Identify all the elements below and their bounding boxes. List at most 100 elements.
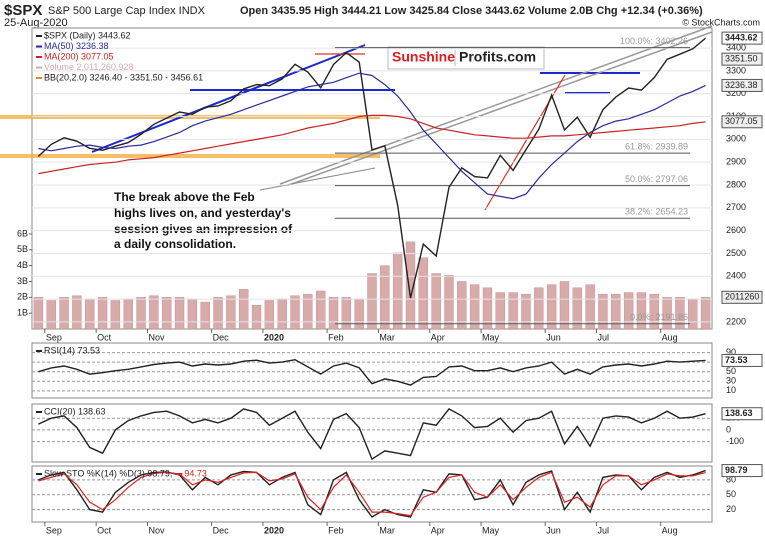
volume-bar <box>431 273 441 330</box>
y-tick-label: 2800 <box>726 179 746 189</box>
x-tick-label: Sep <box>46 525 62 535</box>
volume-bar <box>187 298 198 330</box>
value-tag <box>721 353 763 367</box>
volume-bar <box>72 295 82 330</box>
volume-bar <box>123 298 133 330</box>
volume-bar <box>162 297 172 330</box>
y-tick-label: 10 <box>726 385 736 395</box>
volume-bar <box>534 287 544 330</box>
value-tag-label: 3077.05 <box>725 116 758 126</box>
x-tick-label: May <box>482 332 500 342</box>
volume-bar <box>59 297 69 330</box>
quote: Open 3435.95 High 3444.21 Low 3425.84 Cl… <box>240 5 703 17</box>
value-tag <box>721 52 763 66</box>
y-tick-label: 50 <box>726 366 736 376</box>
y-tick-label: 0 <box>726 424 731 434</box>
volume-bar <box>290 295 300 330</box>
x-tick-label: Sep <box>46 332 62 342</box>
volume-bar <box>611 293 621 330</box>
y-tick-label: 50 <box>726 489 736 499</box>
index-name: S&P 500 Large Cap Index INDX <box>48 5 206 17</box>
x-tick-label: Nov <box>148 525 165 535</box>
volume-bar <box>649 293 659 330</box>
x-tick-label: Oct <box>97 525 112 535</box>
volume-bar <box>585 284 595 330</box>
volume-bar <box>328 297 339 330</box>
series-line <box>38 114 706 175</box>
volume-bar <box>303 293 313 330</box>
source: © StockCharts.com <box>682 17 760 27</box>
volume-tag-label: 2011260 <box>725 292 759 302</box>
legend-label: BB(20,2.0) 3246.40 - 3351.50 - 3456.61 <box>44 72 203 82</box>
x-tick-label: 2020 <box>264 332 284 342</box>
volume-tag <box>721 290 763 304</box>
value-tag-label: 3351.50 <box>725 54 758 64</box>
y-tick-label: 20 <box>726 504 736 514</box>
volume-bar <box>239 289 249 330</box>
value-tag-label: 73.53 <box>725 355 748 365</box>
series-line <box>38 408 706 461</box>
volume-bar <box>277 298 287 330</box>
symbol: $SPX <box>4 2 42 19</box>
y2-tick-label: 6B <box>17 228 28 238</box>
volume-bar <box>559 281 570 330</box>
volume-bar <box>85 298 95 330</box>
y-tick-label: 3400 <box>726 42 746 52</box>
x-tick-label: Apr <box>431 332 445 342</box>
volume-bar <box>623 292 634 330</box>
fib-label: 0.0%: 2191.86 <box>630 312 688 322</box>
volume-bar <box>341 297 352 330</box>
volume-bar <box>97 297 108 330</box>
fib-label: 61.8%: 2939.89 <box>625 141 688 151</box>
x-tick-label: Aug <box>662 525 678 535</box>
x-tick-label: Mar <box>379 525 395 535</box>
date: 25-Aug-2020 <box>4 17 68 29</box>
y-tick-label: 2400 <box>726 271 746 281</box>
series-line <box>37 37 707 299</box>
fib-label: 50.0%: 2797.06 <box>625 174 688 184</box>
volume-bar <box>367 273 377 330</box>
x-tick-label: Aug <box>662 332 678 342</box>
y-tick-label: 3300 <box>726 65 746 75</box>
x-tick-label: Feb <box>328 525 344 535</box>
y-tick-label: 2900 <box>726 157 746 167</box>
volume-bar <box>200 301 210 330</box>
annotation: highs lives on, and yesterday's <box>114 206 291 220</box>
volume-bar <box>482 287 493 330</box>
volume-bar <box>598 293 608 330</box>
series-line <box>38 471 706 517</box>
x-tick-label: Jul <box>598 525 610 535</box>
annotation: a daily consolidation. <box>114 237 236 251</box>
value-tag <box>721 464 763 478</box>
volume-bar <box>700 297 711 330</box>
annotation: The break above the Feb <box>114 190 255 204</box>
x-tick-label: Jun <box>546 332 561 342</box>
volume-bar <box>675 297 685 330</box>
legend-label: MA(50) 3236.38 <box>44 41 109 51</box>
value-tag-label: 98.79 <box>725 465 748 475</box>
volume-bar <box>418 257 429 330</box>
series-line <box>38 358 706 386</box>
y2-tick-label: 5B <box>17 244 28 254</box>
volume-bar <box>444 274 454 330</box>
fib-label: 100.0%: 3402.26 <box>620 36 688 46</box>
volume-bar <box>149 295 159 330</box>
series-line <box>38 72 706 200</box>
volume-bar <box>174 297 185 330</box>
value-tag <box>721 115 763 129</box>
legend-label: RSI(14) 73.53 <box>44 345 100 355</box>
volume-bar <box>136 297 146 330</box>
volume-bar <box>662 297 672 330</box>
legend-label: MA(200) 3077.05 <box>44 51 114 61</box>
legend-label: $SPX (Daily) 3443.62 <box>44 30 131 40</box>
volume-bar <box>46 300 56 330</box>
volume-bar <box>110 300 121 330</box>
volume-bar <box>226 295 236 330</box>
volume-bar <box>33 297 44 330</box>
y-tick-label: 2700 <box>726 202 746 212</box>
volume-bar <box>508 292 518 330</box>
value-tag <box>721 31 763 45</box>
legend-label: Volume 2,011,260,928 <box>44 62 133 72</box>
x-tick-label: Jul <box>598 332 610 342</box>
x-tick-label: Feb <box>328 332 344 342</box>
